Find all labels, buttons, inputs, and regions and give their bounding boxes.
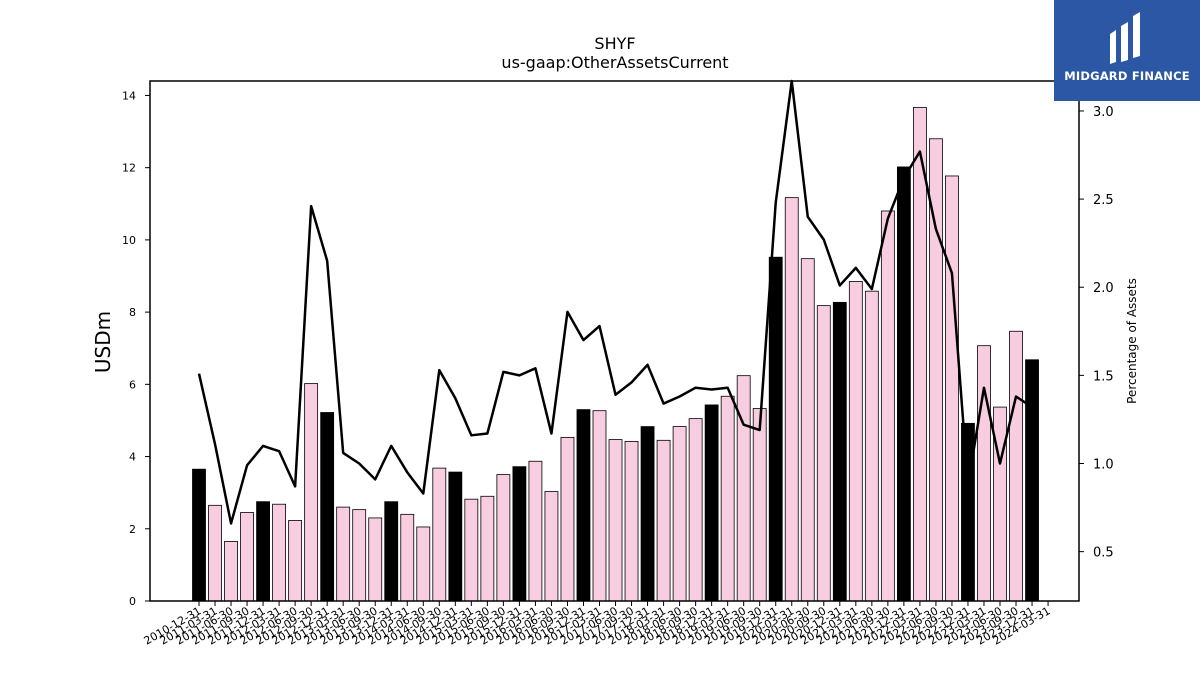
midgard-logo-icon (1110, 12, 1140, 64)
y2-tick-label: 1.5 (1093, 369, 1114, 384)
y2-axis-label: Percentage of Assets (1125, 278, 1139, 404)
bar (560, 437, 575, 602)
bar (672, 426, 687, 602)
bar (496, 474, 511, 602)
y2-tick-label: 2.0 (1093, 281, 1114, 296)
bar (480, 495, 495, 602)
bar (608, 439, 623, 602)
bar (272, 503, 287, 602)
bar (384, 501, 399, 602)
bar (320, 412, 335, 602)
bar (896, 166, 911, 602)
bar (768, 256, 783, 602)
bar (656, 439, 671, 602)
bar (432, 467, 447, 602)
y2-tick-label: 0.5 (1093, 546, 1114, 561)
bar (624, 440, 639, 602)
bar (256, 501, 270, 602)
bar (544, 491, 559, 602)
y-axis-label: USDm (91, 311, 115, 373)
bar (288, 520, 303, 602)
chart-subtitle: us-gaap:OtherAssetsCurrent (501, 53, 728, 72)
y-tick-label: 8 (129, 306, 136, 319)
bar (528, 460, 543, 602)
bar (688, 418, 703, 602)
bar (736, 375, 751, 602)
bar (400, 513, 415, 602)
bar (864, 290, 879, 602)
bar (800, 258, 815, 602)
bar (784, 197, 799, 602)
y-tick-label: 2 (129, 523, 136, 536)
line-layer (197, 79, 1033, 525)
bar (336, 506, 351, 602)
bar (752, 408, 767, 602)
y2-axis: 0.5 1.0 1.5 2.0 2.5 3.0 (1079, 105, 1114, 561)
bar (977, 345, 991, 602)
y-tick-label: 12 (122, 162, 136, 175)
bar (208, 504, 222, 602)
bar (240, 512, 254, 602)
brand-logo: MIDGARD FINANCE (1054, 0, 1200, 101)
bar (576, 409, 591, 602)
chart-title: SHYF (594, 34, 635, 53)
bar (640, 426, 655, 602)
bar (704, 404, 719, 602)
bar (224, 541, 238, 602)
line-series (197, 79, 1033, 525)
bar (352, 509, 367, 602)
bar (816, 305, 831, 602)
y2-tick-label: 3.0 (1093, 105, 1114, 120)
bar (416, 526, 431, 602)
y-tick-label: 4 (129, 451, 136, 464)
bar (720, 395, 735, 602)
bar (1009, 330, 1023, 602)
bar (1025, 359, 1039, 602)
brand-name: MIDGARD FINANCE (1064, 69, 1190, 83)
bar (945, 175, 959, 602)
y-axis: 0 2 4 6 8 10 12 14 (122, 89, 150, 608)
bar (368, 517, 383, 602)
y-tick-label: 14 (122, 89, 136, 102)
bar (512, 466, 527, 602)
bar (592, 410, 607, 602)
x-axis: 2010-12-312011-03-312011-06-302011-09-30… (142, 601, 1053, 648)
bar (848, 281, 863, 602)
plot-frame (149, 80, 1080, 602)
y-tick-label: 0 (129, 595, 136, 608)
bar (832, 301, 847, 602)
bar (913, 106, 927, 602)
bars-layer (192, 106, 1039, 602)
y-tick-label: 6 (129, 378, 136, 391)
bar (464, 498, 479, 602)
y-tick-label: 10 (122, 234, 136, 247)
bar (448, 471, 463, 602)
y2-tick-label: 2.5 (1093, 193, 1114, 208)
bar (880, 210, 895, 602)
y2-tick-label: 1.0 (1093, 458, 1114, 473)
bar (192, 468, 206, 602)
bar (304, 383, 319, 602)
